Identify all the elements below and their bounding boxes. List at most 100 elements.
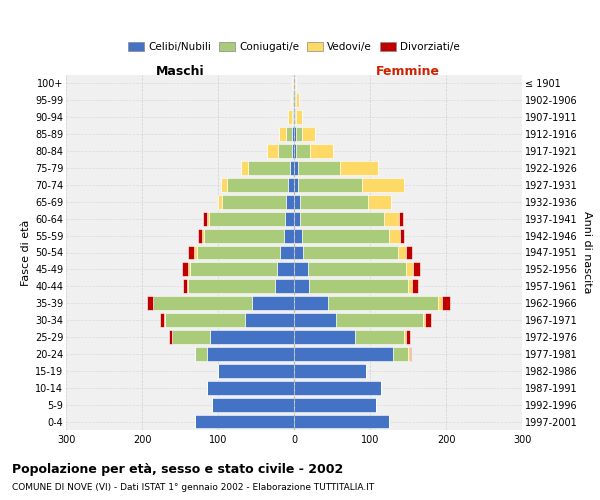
Bar: [286, 195, 294, 208]
Bar: [164, 313, 165, 327]
Bar: [221, 178, 227, 192]
Bar: [241, 161, 248, 175]
Bar: [309, 280, 408, 293]
Bar: [212, 398, 294, 411]
Bar: [389, 228, 400, 242]
Bar: [423, 313, 425, 327]
Bar: [406, 246, 412, 260]
Bar: [206, 381, 294, 394]
Bar: [218, 195, 222, 208]
Bar: [296, 144, 310, 158]
Text: Femmine: Femmine: [376, 65, 440, 78]
Bar: [293, 94, 294, 108]
Bar: [190, 262, 277, 276]
Bar: [295, 110, 296, 124]
Bar: [188, 246, 194, 260]
Y-axis label: Anni di nascita: Anni di nascita: [582, 211, 592, 294]
Bar: [293, 110, 294, 124]
Bar: [425, 313, 431, 327]
Bar: [294, 262, 308, 276]
Bar: [408, 280, 412, 293]
Bar: [294, 195, 300, 208]
Bar: [154, 296, 252, 310]
Bar: [294, 246, 303, 260]
Bar: [222, 195, 286, 208]
Bar: [295, 94, 296, 108]
Bar: [195, 347, 206, 361]
Bar: [187, 280, 188, 293]
Bar: [209, 212, 285, 226]
Bar: [294, 381, 382, 394]
Text: Maschi: Maschi: [155, 65, 205, 78]
Bar: [439, 296, 442, 310]
Bar: [294, 313, 336, 327]
Bar: [294, 161, 298, 175]
Text: Popolazione per età, sesso e stato civile - 2002: Popolazione per età, sesso e stato civil…: [12, 462, 343, 475]
Bar: [294, 296, 328, 310]
Bar: [266, 144, 278, 158]
Bar: [205, 228, 284, 242]
Bar: [300, 212, 383, 226]
Bar: [336, 313, 423, 327]
Bar: [279, 127, 286, 141]
Bar: [410, 347, 411, 361]
Bar: [383, 212, 399, 226]
Bar: [294, 110, 295, 124]
Bar: [300, 195, 368, 208]
Bar: [408, 347, 410, 361]
Bar: [294, 414, 389, 428]
Bar: [294, 94, 295, 108]
Bar: [294, 127, 296, 141]
Bar: [245, 313, 294, 327]
Bar: [291, 94, 292, 108]
Bar: [294, 398, 376, 411]
Bar: [393, 347, 408, 361]
Bar: [152, 296, 154, 310]
Bar: [406, 262, 413, 276]
Bar: [404, 330, 406, 344]
Bar: [398, 246, 406, 260]
Bar: [211, 330, 294, 344]
Bar: [194, 246, 197, 260]
Bar: [400, 228, 404, 242]
Bar: [275, 280, 294, 293]
Bar: [294, 347, 393, 361]
Bar: [302, 228, 389, 242]
Bar: [290, 161, 294, 175]
Y-axis label: Fasce di età: Fasce di età: [20, 220, 31, 286]
Bar: [165, 313, 245, 327]
Bar: [172, 330, 211, 344]
Bar: [355, 330, 404, 344]
Bar: [412, 280, 418, 293]
Bar: [308, 262, 406, 276]
Bar: [294, 144, 296, 158]
Bar: [292, 110, 293, 124]
Bar: [280, 246, 294, 260]
Bar: [288, 178, 294, 192]
Bar: [294, 228, 302, 242]
Bar: [188, 280, 275, 293]
Bar: [218, 364, 294, 378]
Bar: [277, 262, 294, 276]
Bar: [442, 296, 450, 310]
Bar: [160, 313, 164, 327]
Bar: [328, 296, 439, 310]
Bar: [296, 110, 302, 124]
Bar: [169, 330, 172, 344]
Bar: [413, 262, 420, 276]
Bar: [206, 347, 294, 361]
Bar: [188, 262, 190, 276]
Bar: [294, 364, 366, 378]
Bar: [198, 228, 202, 242]
Bar: [278, 144, 292, 158]
Bar: [294, 280, 309, 293]
Bar: [197, 246, 280, 260]
Bar: [293, 76, 294, 90]
Bar: [298, 178, 362, 192]
Bar: [294, 212, 300, 226]
Bar: [399, 212, 403, 226]
Bar: [286, 127, 292, 141]
Bar: [298, 161, 340, 175]
Bar: [206, 212, 209, 226]
Bar: [285, 212, 294, 226]
